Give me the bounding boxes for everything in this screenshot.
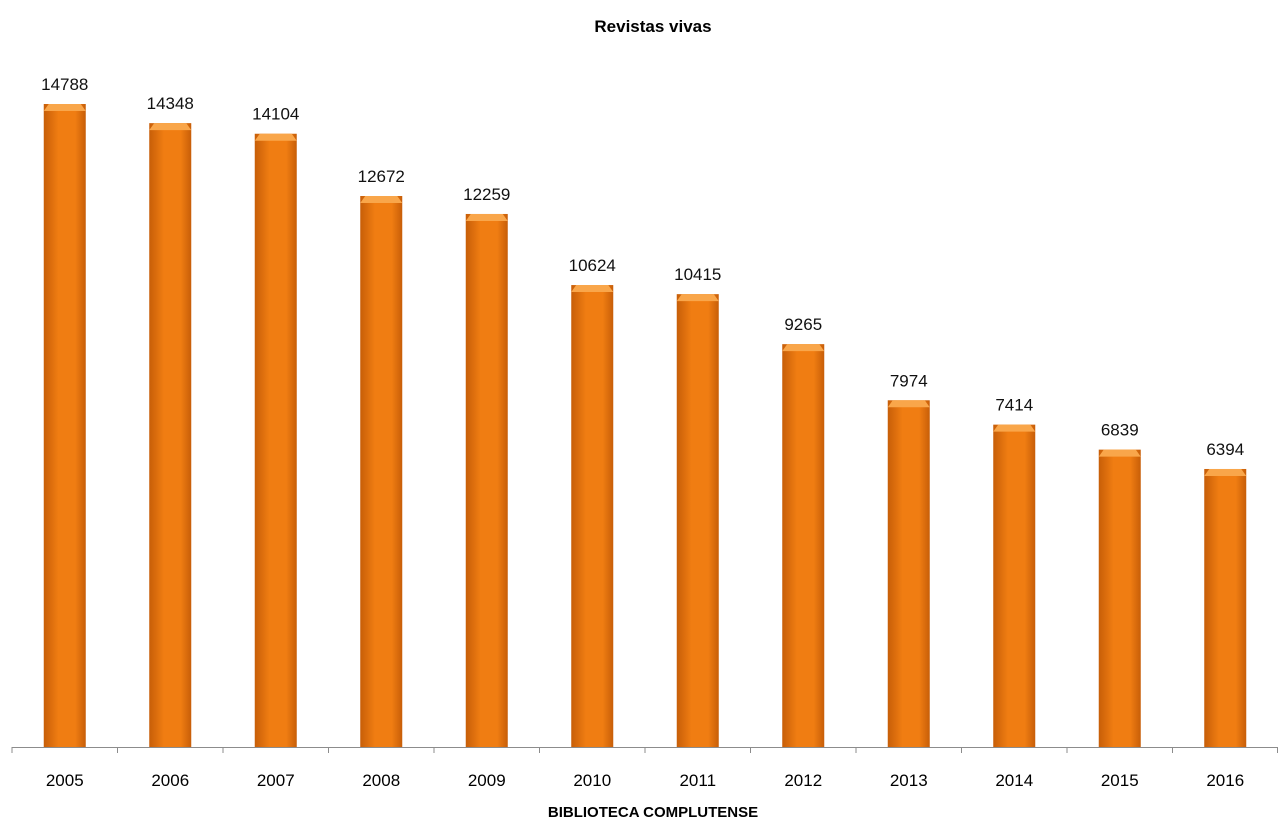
bars-group <box>43 104 1247 748</box>
x-tick-label-2014: 2014 <box>995 771 1033 790</box>
x-tick-label-2007: 2007 <box>257 771 295 790</box>
bar-2009 <box>465 213 508 747</box>
bar-2015 <box>1098 449 1141 747</box>
data-label-2011: 10415 <box>674 265 721 284</box>
bar-2012 <box>782 344 825 747</box>
x-tick-label-2008: 2008 <box>362 771 400 790</box>
x-axis <box>11 747 1278 753</box>
x-axis-label: BIBLIOTECA COMPLUTENSE <box>548 804 758 821</box>
data-label-2012: 9265 <box>784 315 822 334</box>
bar-2016 <box>1204 468 1247 747</box>
bar-2010 <box>571 285 614 747</box>
data-label-2010: 10624 <box>569 256 616 275</box>
data-label-2014: 7414 <box>995 396 1033 415</box>
bar-2011 <box>676 294 719 747</box>
bar-2005 <box>43 104 86 747</box>
bar-cap-2008 <box>360 196 403 204</box>
bar-cap-2011 <box>676 294 719 302</box>
x-tick-labels: 2005 2006 2007 2008 2009 2010 2011 2012 2013 2014… <box>46 771 1244 790</box>
bar-cap-2009 <box>465 213 508 221</box>
bar-cap-2005 <box>43 104 86 111</box>
bar-2014 <box>993 424 1036 747</box>
x-tick-label-2010: 2010 <box>573 771 611 790</box>
bar-2006 <box>149 123 192 748</box>
bar-cap-2006 <box>149 123 192 131</box>
x-tick-label-2015: 2015 <box>1101 771 1139 790</box>
data-label-2008: 12672 <box>358 167 405 186</box>
bar-cap-2015 <box>1098 449 1141 457</box>
data-label-2009: 12259 <box>463 185 510 204</box>
x-tick-label-2016: 2016 <box>1206 771 1244 790</box>
data-label-2006: 14348 <box>147 94 194 113</box>
data-label-2007: 14104 <box>252 105 299 124</box>
data-label-2013: 7974 <box>890 371 928 390</box>
chart-title: Revistas vivas <box>594 17 711 36</box>
bar-cap-2007 <box>254 133 297 141</box>
x-tick-label-2011: 2011 <box>679 771 716 790</box>
bar-cap-2014 <box>993 424 1036 432</box>
x-tick-label-2012: 2012 <box>784 771 822 790</box>
data-label-2005: 14788 <box>41 75 88 94</box>
data-label-2015: 6839 <box>1101 421 1139 440</box>
bar-2007 <box>254 133 297 747</box>
data-labels-group: 14788 14348 14104 12672 12259 10624 10415 9265 7… <box>41 75 1244 459</box>
bar-cap-2010 <box>571 285 614 293</box>
x-tick-label-2009: 2009 <box>468 771 506 790</box>
x-tick-label-2013: 2013 <box>890 771 928 790</box>
bar-2008 <box>360 196 403 747</box>
x-tick-label-2006: 2006 <box>151 771 189 790</box>
data-label-2016: 6394 <box>1206 440 1244 459</box>
bar-cap-2016 <box>1204 468 1247 476</box>
bar-cap-2013 <box>887 400 930 408</box>
bar-2013 <box>887 400 930 747</box>
bar-cap-2012 <box>782 344 825 352</box>
x-tick-label-2005: 2005 <box>46 771 84 790</box>
